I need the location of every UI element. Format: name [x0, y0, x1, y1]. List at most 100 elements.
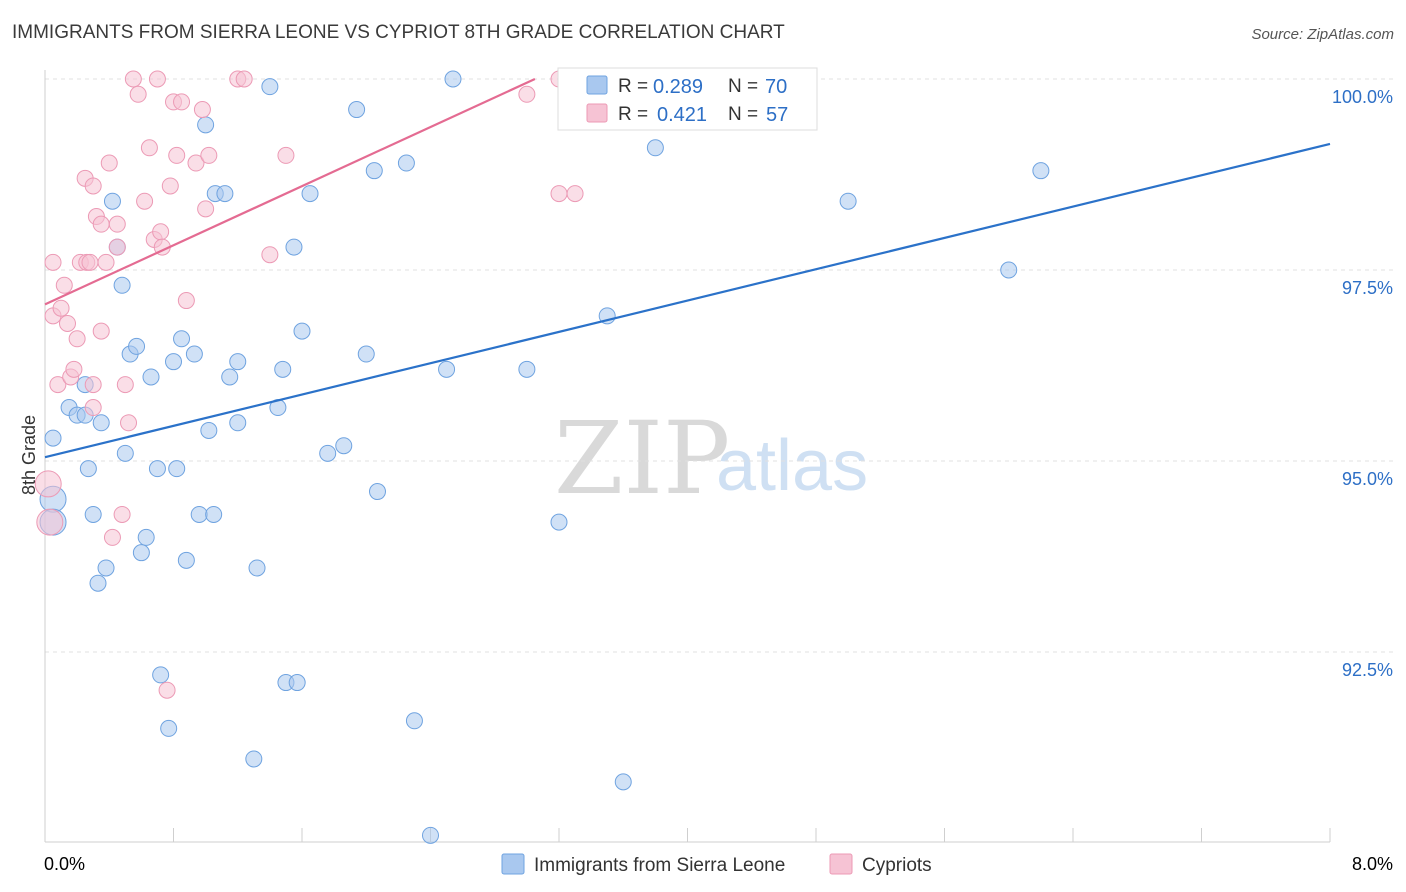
point-sierra-leone-19	[137, 528, 155, 546]
point-cypriots-27	[116, 376, 134, 394]
point-cypriots-32	[140, 139, 158, 157]
series-sierra-leone-points	[39, 70, 1050, 844]
stats-r-value-pink: 0.421	[657, 104, 707, 126]
point-sierra-leone-40	[261, 78, 279, 96]
point-cypriots-42	[177, 292, 195, 310]
stats-legend: R = 0.289 N = 70 R = 0.421 N = 57	[557, 67, 818, 131]
watermark-zip: ZIP	[554, 400, 730, 517]
point-sierra-leone-51	[357, 345, 375, 363]
point-cypriots-54	[566, 185, 584, 203]
point-cypriots-23	[103, 528, 121, 546]
point-cypriots-7	[58, 314, 76, 332]
chart-source: Source: ZipAtlas.com	[1251, 26, 1394, 43]
point-sierra-leone-25	[168, 460, 186, 478]
point-sierra-leone-59	[518, 360, 536, 378]
trend-line-sierra-leone	[44, 142, 1331, 459]
x-tick-label-max: 8.0%	[1352, 854, 1393, 874]
bottom-legend: Immigrants from Sierra Leone Cypriots	[501, 853, 932, 876]
point-sierra-leone-58	[444, 70, 462, 88]
point-cypriots-43	[187, 154, 205, 172]
point-sierra-leone-39	[248, 559, 266, 577]
y-axis-label: 8th Grade	[19, 415, 39, 495]
point-cypriots-0	[34, 470, 62, 498]
legend-label-sierra-leone: Immigrants from Sierra Leone	[534, 855, 785, 876]
point-sierra-leone-57	[438, 360, 456, 378]
watermark-atlas: atlas	[716, 426, 868, 506]
legend-swatch-sierra-leone	[501, 853, 525, 875]
point-sierra-leone-23	[160, 719, 178, 737]
point-cypriots-45	[197, 200, 215, 218]
point-cypriots-28	[120, 414, 138, 432]
point-cypriots-41	[173, 93, 191, 111]
point-sierra-leone-45	[288, 674, 306, 692]
point-cypriots-44	[193, 101, 211, 119]
point-cypriots-46	[200, 146, 218, 164]
point-sierra-leone-15	[116, 444, 134, 462]
point-sierra-leone-29	[190, 505, 208, 523]
point-cypriots-24	[108, 238, 126, 256]
point-cypriots-17	[84, 399, 102, 417]
point-sierra-leone-55	[405, 712, 423, 730]
point-sierra-leone-35	[221, 368, 239, 386]
point-sierra-leone-64	[646, 139, 664, 157]
point-sierra-leone-44	[285, 238, 303, 256]
point-cypriots-14	[81, 253, 99, 271]
point-sierra-leone-17	[128, 337, 146, 355]
y-tick-label-2: 95.0%	[1342, 469, 1393, 489]
point-cypriots-15	[84, 177, 102, 195]
point-sierra-leone-24	[165, 353, 182, 371]
point-cypriots-9	[65, 360, 83, 378]
legend-label-cypriots: Cypriots	[862, 855, 932, 876]
point-cypriots-3	[44, 253, 62, 271]
gridlines	[45, 78, 1394, 653]
point-sierra-leone-48	[319, 444, 337, 462]
stats-r-label-blue: R =	[618, 76, 648, 97]
stats-n-label-blue: N =	[728, 76, 758, 97]
point-sierra-leone-12	[103, 192, 121, 210]
point-cypriots-6	[55, 276, 73, 294]
point-cypriots-50	[277, 146, 295, 164]
point-sierra-leone-28	[185, 345, 203, 363]
y-tick-label-3: 92.5%	[1342, 660, 1393, 680]
point-sierra-leone-36	[229, 353, 247, 371]
point-sierra-leone-26	[173, 330, 191, 348]
point-cypriots-19	[92, 322, 110, 340]
stats-swatch-pink	[586, 103, 608, 123]
point-sierra-leone-68	[1032, 162, 1050, 180]
point-sierra-leone-21	[148, 460, 166, 478]
point-sierra-leone-49	[335, 437, 353, 455]
point-cypriots-49	[261, 246, 279, 264]
point-sierra-leone-31	[200, 421, 218, 439]
point-cypriots-16	[84, 376, 102, 394]
stats-n-label-pink: N =	[728, 104, 758, 125]
chart-title: IMMIGRANTS FROM SIERRA LEONE VS CYPRIOT …	[12, 22, 785, 43]
point-sierra-leone-63	[614, 773, 632, 791]
point-sierra-leone-56	[422, 826, 439, 844]
point-sierra-leone-50	[348, 101, 366, 119]
point-cypriots-1	[36, 508, 64, 536]
point-sierra-leone-11	[97, 559, 115, 577]
point-cypriots-5	[52, 299, 70, 317]
point-cypriots-48	[235, 70, 253, 88]
trend-line-cypriots	[44, 78, 536, 306]
point-cypriots-35	[152, 223, 170, 241]
point-sierra-leone-7	[79, 460, 97, 478]
y-tick-label-0: 100.0%	[1332, 87, 1393, 107]
point-sierra-leone-22	[152, 666, 170, 684]
point-sierra-leone-37	[229, 414, 247, 432]
trend-lines	[44, 78, 1331, 459]
point-cypriots-4	[49, 376, 67, 394]
watermark: ZIP atlas	[554, 400, 868, 517]
point-sierra-leone-20	[142, 368, 160, 386]
stats-n-value-blue: 70	[765, 76, 787, 98]
point-cypriots-21	[97, 253, 115, 271]
point-cypriots-40	[168, 146, 186, 164]
point-sierra-leone-18	[132, 544, 150, 562]
point-cypriots-53	[550, 185, 568, 203]
point-sierra-leone-67	[1000, 261, 1018, 279]
point-sierra-leone-34	[216, 185, 234, 203]
stats-swatch-blue	[586, 75, 608, 95]
point-cypriots-29	[124, 70, 142, 88]
point-cypriots-38	[161, 177, 179, 195]
point-cypriots-34	[148, 70, 166, 88]
